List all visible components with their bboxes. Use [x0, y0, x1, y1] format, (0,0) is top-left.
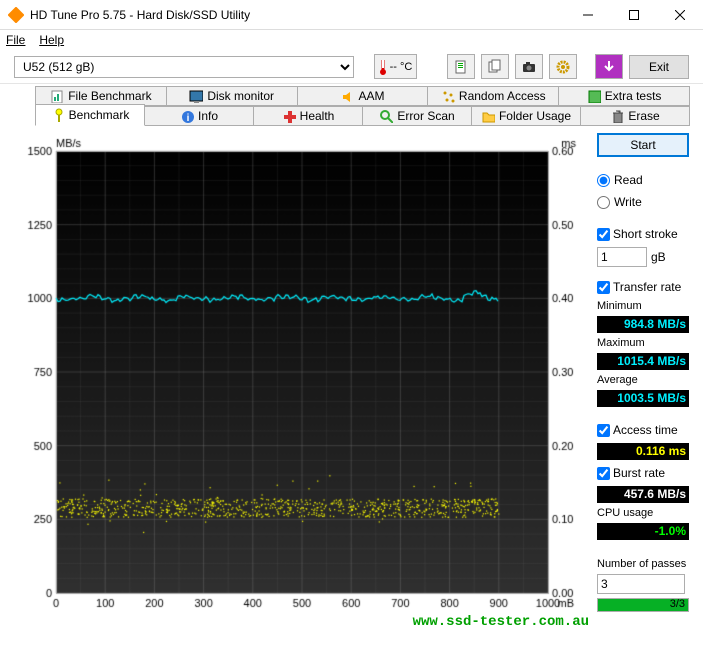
- speaker-icon: [340, 89, 354, 103]
- passes-input[interactable]: [597, 574, 685, 594]
- benchmark-icon: [51, 108, 65, 122]
- app-icon: [8, 7, 24, 23]
- read-radio[interactable]: Read: [597, 171, 689, 189]
- burst-rate-value: 457.6 MB/s: [597, 486, 689, 503]
- average-label: Average: [597, 374, 689, 386]
- menubar: File Help: [0, 30, 703, 50]
- toolbar: U52 (512 gB) -- °C Exit: [0, 50, 703, 84]
- watermark: www.ssd-tester.com.au: [413, 614, 589, 630]
- write-radio[interactable]: Write: [597, 193, 689, 211]
- tab-extra-tests[interactable]: Extra tests: [558, 86, 690, 106]
- transfer-rate-check[interactable]: Transfer rate: [597, 278, 689, 296]
- window-title: HD Tune Pro 5.75 - Hard Disk/SSD Utility: [30, 8, 565, 22]
- progress-bar: 3/3: [597, 598, 689, 612]
- download-icon: [601, 59, 617, 75]
- tab-row-bottom: Benchmark iInfo Health Error Scan Folder…: [0, 104, 703, 126]
- screenshot-button[interactable]: [515, 54, 543, 79]
- exit-button[interactable]: Exit: [629, 55, 689, 79]
- short-stroke-input[interactable]: [597, 247, 647, 267]
- settings-button[interactable]: [549, 54, 577, 79]
- progress-text: 3/3: [670, 598, 685, 610]
- page-icon: [453, 59, 469, 75]
- scan-icon: [379, 109, 393, 123]
- burst-rate-check[interactable]: Burst rate: [597, 464, 689, 482]
- file-bench-icon: [50, 89, 64, 103]
- copy-info-button[interactable]: [447, 54, 475, 79]
- maximum-value: 1015.4 MB/s: [597, 353, 689, 370]
- minimize-button[interactable]: [565, 0, 611, 30]
- tab-disk-monitor[interactable]: Disk monitor: [166, 86, 298, 106]
- device-select[interactable]: U52 (512 gB): [14, 56, 354, 78]
- monitor-icon: [189, 89, 203, 103]
- chart-area: www.ssd-tester.com.au: [14, 133, 591, 626]
- extra-icon: [587, 89, 601, 103]
- svg-text:i: i: [187, 113, 190, 123]
- menu-help[interactable]: Help: [39, 33, 64, 47]
- pages-icon: [487, 59, 503, 75]
- cpu-usage-label: CPU usage: [597, 507, 689, 519]
- tab-info[interactable]: iInfo: [144, 106, 254, 126]
- menu-file[interactable]: File: [6, 33, 25, 47]
- passes-label: Number of passes: [597, 558, 689, 570]
- tab-erase[interactable]: Erase: [580, 106, 690, 126]
- camera-icon: [521, 59, 537, 75]
- tab-benchmark[interactable]: Benchmark: [35, 104, 145, 126]
- side-panel: Start Read Write Short stroke gB Transfe…: [597, 133, 689, 626]
- gear-icon: [555, 59, 571, 75]
- access-time-check[interactable]: Access time: [597, 421, 689, 439]
- titlebar: HD Tune Pro 5.75 - Hard Disk/SSD Utility: [0, 0, 703, 30]
- short-stroke-unit: gB: [651, 250, 666, 264]
- health-icon: [282, 109, 296, 123]
- copy-text-button[interactable]: [481, 54, 509, 79]
- average-value: 1003.5 MB/s: [597, 390, 689, 407]
- tab-row-top: File Benchmark Disk monitor AAM Random A…: [0, 84, 703, 104]
- close-button[interactable]: [657, 0, 703, 30]
- tab-random-access[interactable]: Random Access: [427, 86, 559, 106]
- info-icon: i: [180, 109, 194, 123]
- access-time-value: 0.116 ms: [597, 443, 689, 460]
- folder-icon: [481, 109, 495, 123]
- tab-file-benchmark[interactable]: File Benchmark: [35, 86, 167, 106]
- thermometer-icon: [379, 59, 387, 75]
- tab-health[interactable]: Health: [253, 106, 363, 126]
- start-button[interactable]: Start: [597, 133, 689, 157]
- save-button[interactable]: [595, 54, 623, 79]
- trash-icon: [610, 109, 624, 123]
- short-stroke-check[interactable]: Short stroke: [597, 225, 689, 243]
- tab-folder-usage[interactable]: Folder Usage: [471, 106, 581, 126]
- minimum-value: 984.8 MB/s: [597, 316, 689, 333]
- tab-error-scan[interactable]: Error Scan: [362, 106, 472, 126]
- minimum-label: Minimum: [597, 300, 689, 312]
- maximize-button[interactable]: [611, 0, 657, 30]
- maximum-label: Maximum: [597, 337, 689, 349]
- tab-aam[interactable]: AAM: [297, 86, 429, 106]
- random-icon: [441, 89, 455, 103]
- cpu-usage-value: -1.0%: [597, 523, 689, 540]
- temperature-display: -- °C: [374, 54, 417, 79]
